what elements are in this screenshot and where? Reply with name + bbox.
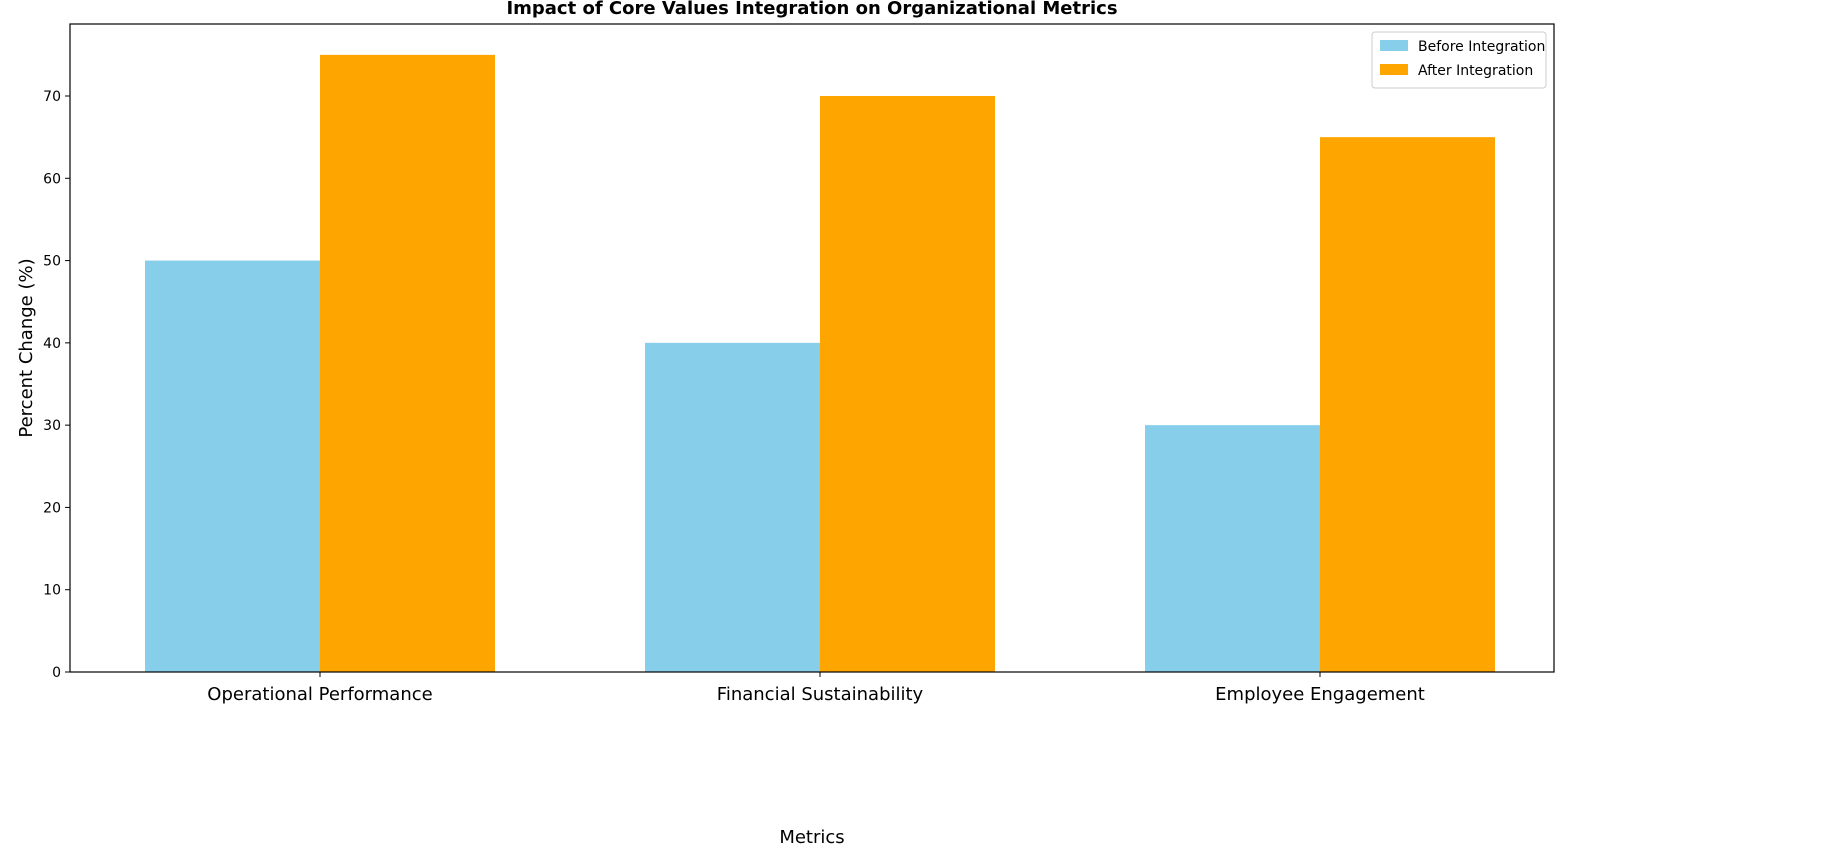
legend-label: After Integration <box>1418 63 1533 79</box>
bar-before-1 <box>645 342 820 672</box>
legend-box <box>1371 31 1547 89</box>
bar-after-1 <box>820 96 995 672</box>
legend: Before Integration After Integration <box>1371 31 1547 89</box>
y-tick-label: 60 <box>43 171 61 187</box>
y-tick-label: 70 <box>43 89 61 105</box>
y-tick-label: 20 <box>43 500 61 516</box>
x-tick-label: Operational Performance <box>207 684 432 705</box>
plot-frame <box>69 23 1555 673</box>
y-axis-label: Percent Change (%) <box>16 258 37 437</box>
y-tick-label: 50 <box>43 254 61 270</box>
bar-before-0 <box>145 260 320 672</box>
chart-title: Impact of Core Values Integration on Org… <box>506 0 1117 19</box>
y-tick-label: 0 <box>52 665 61 681</box>
y-tick-label: 30 <box>43 418 61 434</box>
bar-before-2 <box>1145 425 1320 672</box>
legend-swatch <box>1380 64 1408 75</box>
bar-after-2 <box>1320 137 1495 673</box>
x-tick-label: Employee Engagement <box>1215 684 1425 705</box>
legend-label: Before Integration <box>1418 39 1545 55</box>
legend-swatch <box>1380 40 1408 51</box>
y-tick-label: 40 <box>43 336 61 352</box>
bar-after-0 <box>320 54 495 673</box>
x-tick-label: Financial Sustainability <box>717 684 924 705</box>
x-axis-label: Metrics <box>779 827 844 848</box>
y-tick-label: 10 <box>43 583 61 599</box>
